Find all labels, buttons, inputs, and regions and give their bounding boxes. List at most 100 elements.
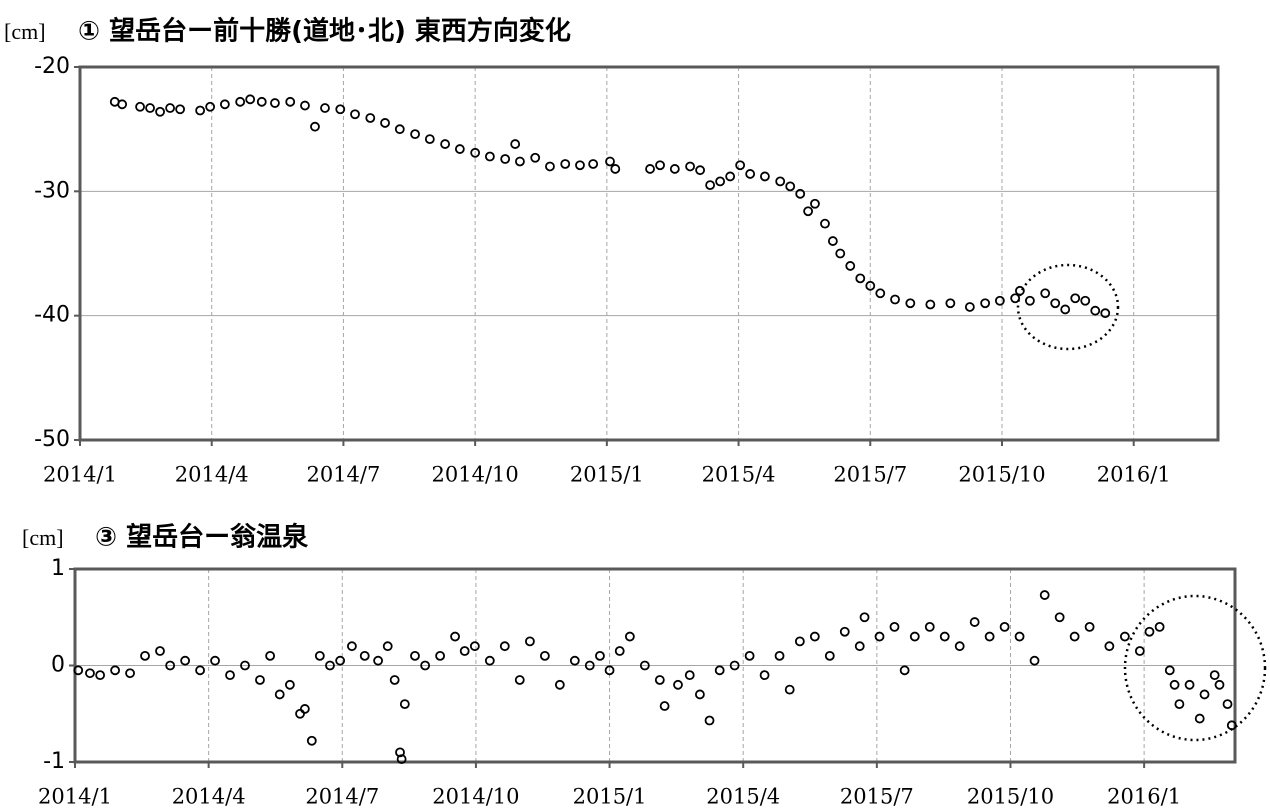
data-point	[1040, 288, 1051, 299]
x-tick-label: 2016/1	[1107, 785, 1181, 809]
data-point	[1184, 679, 1195, 690]
data-point	[1169, 679, 1180, 690]
data-point	[654, 675, 665, 685]
data-point	[394, 124, 405, 135]
data-point	[1209, 670, 1220, 681]
data-point	[484, 655, 495, 666]
data-point	[774, 650, 785, 661]
data-point	[669, 164, 680, 174]
data-point	[180, 655, 191, 666]
data-point	[1084, 622, 1095, 632]
data-point	[365, 113, 376, 123]
data-point	[424, 134, 435, 145]
data-point	[905, 298, 916, 309]
data-point	[347, 641, 357, 652]
data-point	[155, 646, 165, 656]
data-point	[395, 747, 405, 758]
data-point	[515, 156, 525, 167]
x-tick-label: 2014/1	[38, 785, 112, 809]
data-point	[855, 273, 866, 284]
y-tick-label: -40	[34, 303, 70, 328]
data-point	[274, 689, 285, 700]
data-point	[140, 650, 150, 661]
data-point	[939, 631, 950, 642]
data-point	[945, 298, 956, 309]
x-tick-label: 2015/10	[967, 785, 1054, 809]
data-point	[165, 660, 176, 671]
x-tick-label: 2015/4	[706, 785, 780, 809]
data-point	[469, 641, 480, 652]
data-point	[803, 206, 814, 217]
y-tick-label: -30	[34, 178, 70, 203]
data-point	[1069, 631, 1080, 642]
data-point	[1154, 622, 1165, 632]
data-point	[285, 96, 296, 107]
data-point	[117, 99, 128, 110]
plot-frame	[78, 65, 1220, 442]
data-point	[373, 655, 383, 666]
data-point	[175, 104, 186, 115]
data-point	[525, 636, 535, 647]
data-point	[1039, 590, 1050, 600]
data-point	[673, 679, 683, 690]
chart-title: ① 望岳台ー前十勝(道地･北) 東西方向変化	[78, 16, 571, 47]
x-tick-label: 2014/4	[175, 463, 249, 487]
x-tick-label: 2016/1	[1097, 463, 1171, 487]
data-point	[499, 641, 510, 652]
data-point	[380, 118, 390, 128]
data-point	[295, 708, 305, 719]
plot-frame	[73, 567, 1237, 764]
data-point	[645, 164, 655, 174]
data-point	[545, 161, 555, 172]
data-point	[795, 188, 806, 199]
data-point	[530, 152, 541, 163]
data-point	[695, 165, 706, 176]
data-point	[984, 631, 995, 642]
data-point	[785, 181, 796, 192]
data-point	[1194, 713, 1205, 724]
data-point	[335, 104, 346, 115]
data-point	[255, 675, 265, 685]
data-point	[845, 261, 856, 271]
data-point	[835, 248, 846, 259]
data-point	[85, 668, 95, 679]
x-tick-label: 2014/10	[432, 463, 519, 487]
data-point	[1050, 298, 1061, 309]
data-point	[1090, 305, 1101, 316]
data-point	[745, 169, 756, 179]
data-point	[284, 679, 295, 690]
y-tick-label: -20	[34, 54, 70, 79]
data-point	[389, 675, 400, 685]
data-point	[899, 665, 910, 676]
data-point	[155, 106, 165, 117]
data-point	[245, 94, 256, 105]
data-point	[925, 299, 936, 310]
data-point	[954, 641, 965, 652]
data-point	[1014, 631, 1025, 642]
data-point	[514, 675, 525, 685]
data-point	[610, 164, 621, 174]
data-point	[655, 160, 665, 171]
data-point	[735, 160, 746, 171]
data-point	[195, 105, 206, 116]
highlight-ellipse	[1016, 263, 1120, 351]
data-point	[874, 631, 885, 642]
data-point	[539, 650, 550, 661]
data-point	[639, 660, 650, 671]
y-axis-unit: [cm]	[22, 525, 64, 550]
data-point	[569, 655, 580, 666]
data-point	[759, 670, 770, 681]
data-point	[73, 665, 84, 676]
x-tick-label: 2015/7	[840, 785, 914, 809]
data-point	[320, 103, 330, 113]
data-point	[1174, 699, 1185, 709]
data-point	[500, 154, 511, 164]
data-point	[695, 689, 705, 700]
data-point	[510, 139, 521, 149]
data-point	[299, 704, 310, 714]
data-point	[350, 109, 360, 120]
y-axis-unit: [cm]	[4, 19, 46, 44]
data-point	[270, 98, 280, 108]
data-point	[219, 99, 230, 110]
